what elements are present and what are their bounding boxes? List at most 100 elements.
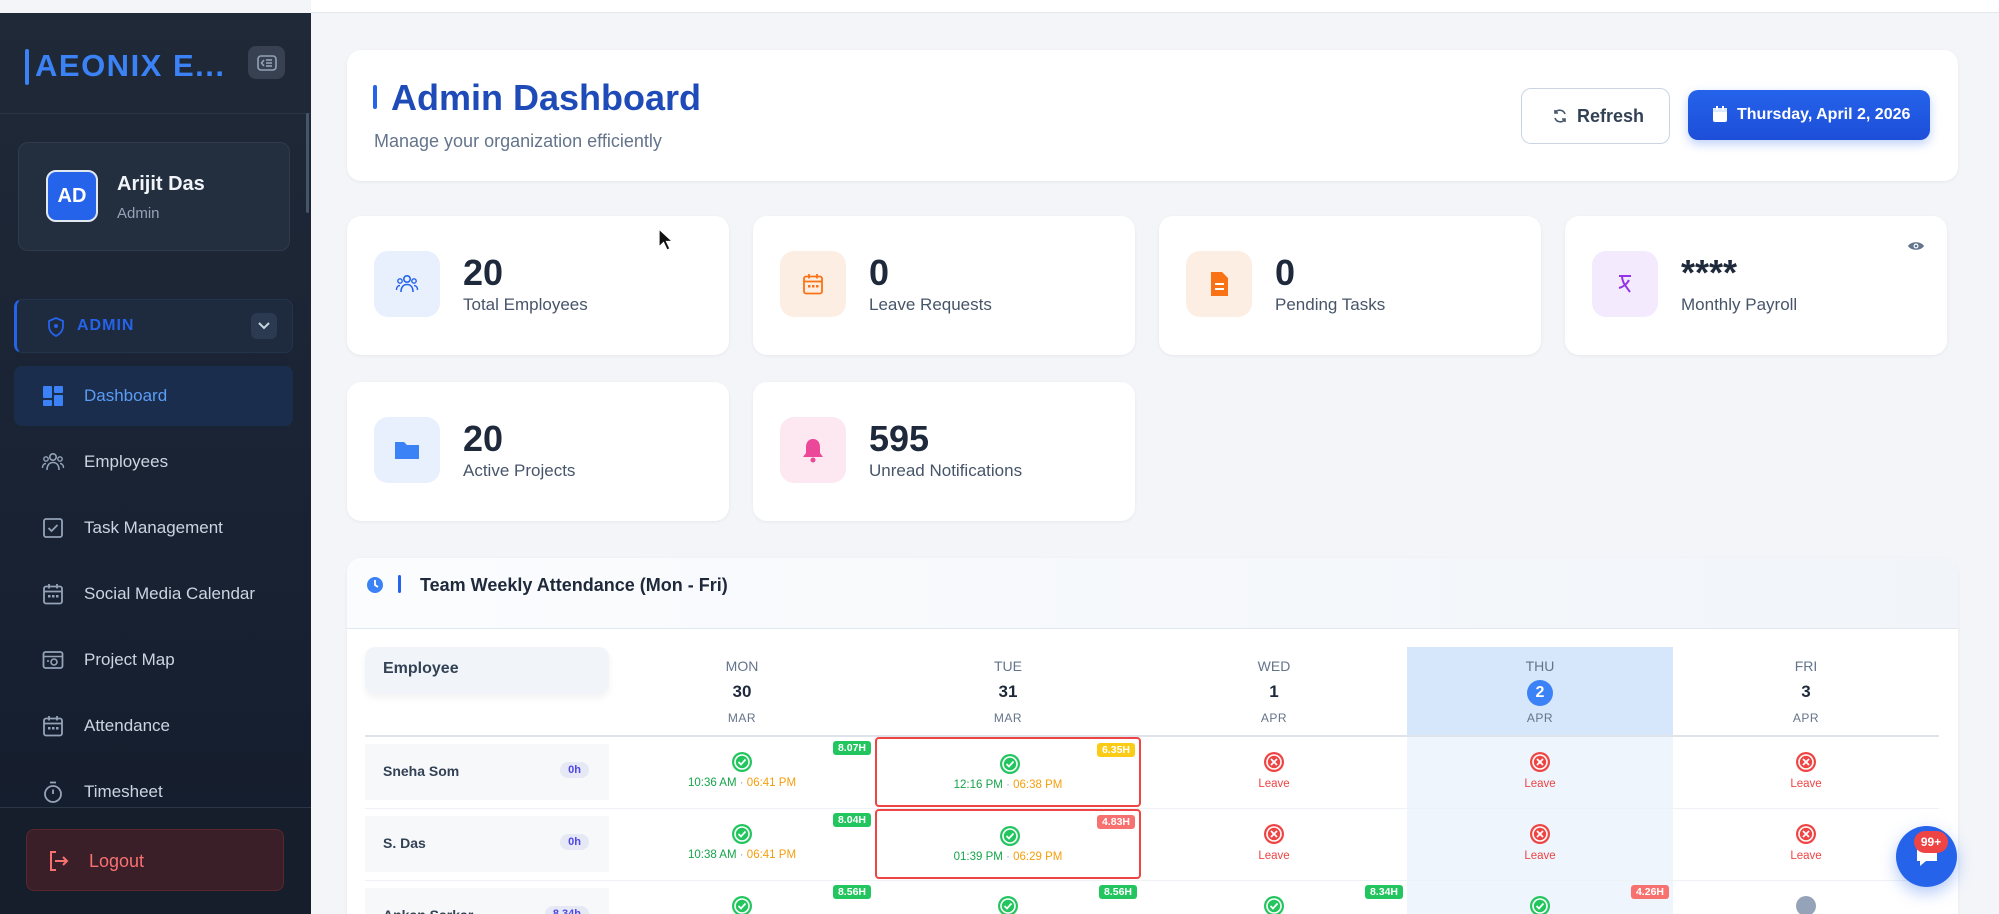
x-circle-icon [1529,823,1551,850]
employee-column-header: Employee [365,647,609,694]
sidebar-item-label: Employees [84,452,169,471]
row-divider [365,808,1939,809]
stat-card-active-projects[interactable]: 20 Active Projects [347,382,729,521]
day-name: TUE [994,658,1022,674]
sidebar-item-timesheet[interactable]: Timesheet [14,762,293,822]
check-out-time: 06:38 PM [1013,779,1063,791]
stat-value: 595 [869,418,930,459]
day-month: MAR [993,711,1023,725]
role-selector[interactable]: ADMIN [14,299,293,353]
hours-badge: 8.56H [1098,885,1137,899]
users-icon [41,450,65,474]
calendar-icon [41,582,65,606]
calendar-icon [1713,106,1727,122]
brand-area: AEONIX E... [0,13,311,114]
stat-value: 20 [463,418,504,459]
folder-icon [374,417,440,483]
leave-label: Leave [1258,850,1290,862]
sidebar: AEONIX E... AD Arijit Das Admin ADMIN Da… [0,13,311,914]
stat-label: Unread Notifications [869,461,1023,480]
sidebar-item-social-media-calendar[interactable]: Social Media Calendar [14,564,293,624]
sidebar-item-label: Timesheet [84,782,163,801]
sidebar-scrollbar[interactable] [306,113,309,213]
logout-icon [50,851,69,871]
check-circle-icon [731,751,753,778]
attendance-cell[interactable]: 01:39 PM · 06:29 PM 4.83H [875,809,1141,879]
stat-card-leave-requests[interactable]: 0 Leave Requests [753,216,1135,355]
stat-card-monthly-payroll[interactable]: **** Monthly Payroll [1565,216,1947,355]
day-date: 30 [732,682,752,701]
day-header-tue: TUE 31 MAR [875,647,1141,735]
calendar-icon [780,251,846,317]
stat-label: Leave Requests [869,295,992,314]
employee-name: Ankan Sarkar [383,907,473,914]
logout-label: Logout [89,851,145,871]
day-header-mon: MON 30 MAR [609,647,875,735]
hours-badge: 8.07H [832,741,871,755]
map-icon [41,648,65,672]
date-button[interactable]: Thursday, April 2, 2026 [1688,90,1930,140]
sidebar-item-label: Task Management [84,518,223,537]
attendance-cell[interactable]: Leave [1673,809,1939,879]
currency-icon [1592,251,1658,317]
day-month: APR [1792,711,1820,725]
stat-label: Pending Tasks [1275,295,1386,314]
attendance-cell[interactable]: 8.34H [1141,881,1407,914]
collapse-icon [256,54,277,71]
attendance-cell[interactable]: 12:16 PM · 06:38 PM 6.35H [875,737,1141,807]
sidebar-item-project-map[interactable]: Project Map [14,630,293,690]
page-subtitle: Manage your organization efficiently [374,131,662,151]
attendance-cell[interactable]: Leave [1407,737,1673,807]
attendance-cell[interactable]: Leave [1407,809,1673,879]
employee-cell[interactable]: Ankan Sarkar 8.34h [365,888,609,914]
page-title: Admin Dashboard [391,77,702,118]
day-name: THU [1525,658,1555,674]
collapse-sidebar-button[interactable] [248,46,285,79]
sidebar-item-attendance[interactable]: Attendance [14,696,293,756]
sidebar-item-dashboard[interactable]: Dashboard [14,366,293,426]
x-circle-icon [1263,751,1285,778]
eye-icon[interactable] [1907,240,1925,252]
sidebar-item-label: Dashboard [84,386,168,405]
attendance-cell[interactable]: Leave [1673,737,1939,807]
employee-cell[interactable]: Sneha Som 0h [365,744,609,800]
employee-cell[interactable]: S. Das 0h [365,816,609,872]
hours-badge: 6.35H [1096,743,1135,757]
refresh-button[interactable]: Refresh [1521,88,1670,144]
bell-icon [780,417,846,483]
check-circle-icon [1263,895,1285,914]
attendance-cell[interactable]: 10:36 AM · 06:41 PM 8.07H [609,737,875,807]
check-times: 12:16 PM · 06:38 PM [953,779,1063,791]
attendance-cell[interactable]: Leave [1141,737,1407,807]
sidebar-item-task-management[interactable]: Task Management [14,498,293,558]
stat-card-unread-notifications[interactable]: 595 Unread Notifications [753,382,1135,521]
sidebar-item-label: Attendance [84,716,171,735]
sidebar-footer: Logout [0,807,311,914]
day-date: 2 [1527,680,1553,706]
check-circle-icon [999,825,1021,852]
check-circle-icon [731,895,753,914]
sidebar-item-employees[interactable]: Employees [14,432,293,492]
day-header-thu: THU 2 APR [1407,647,1673,735]
stat-card-pending-tasks[interactable]: 0 Pending Tasks [1159,216,1541,355]
role-label: ADMIN [77,317,135,334]
dashboard-icon [41,384,65,408]
attendance-cell[interactable]: 10:38 AM · 06:41 PM 8.04H [609,809,875,879]
document-icon [1186,251,1252,317]
employee-header-label: Employee [383,660,459,677]
attendance-cell[interactable]: 8.56H [609,881,875,914]
attendance-cell[interactable]: 4.26H [1407,881,1673,914]
employee-name: Sneha Som [383,763,460,779]
title-accent [373,85,377,109]
top-bar [311,0,1999,13]
sidebar-item-label: Social Media Calendar [84,584,256,603]
stopwatch-icon [41,780,65,804]
shield-icon [48,317,64,337]
profile-card[interactable]: AD Arijit Das Admin [18,142,290,251]
logout-button[interactable]: Logout [26,829,284,891]
attendance-cell[interactable]: 8.56H [875,881,1141,914]
stat-value: **** [1681,252,1738,293]
attendance-cell[interactable]: Leave [1141,809,1407,879]
attendance-cell[interactable] [1673,881,1939,914]
stat-value: 0 [1275,252,1296,293]
